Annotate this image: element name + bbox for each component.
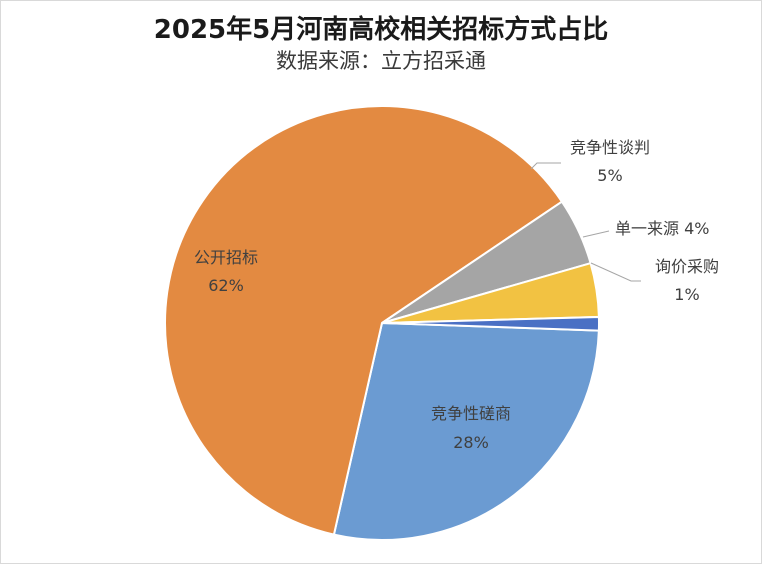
data-label-category: 公开招标 — [194, 248, 258, 267]
leader-line — [582, 230, 610, 238]
data-label-category: 竞争性磋商 — [431, 404, 511, 423]
data-label-value: 5% — [597, 166, 622, 185]
data-label-category: 询价采购 — [655, 257, 719, 276]
data-label: 单一来源 4% — [615, 219, 709, 238]
data-labels: 竞争性磋商 28% 公开招标 62% 竞争性谈判 5% 单一来源 4% 询价采购 1% — [194, 138, 719, 452]
pie-slice — [332, 321, 600, 541]
data-label-category: 竞争性谈判 — [570, 138, 650, 157]
pie-slice — [381, 315, 600, 332]
leader-line — [530, 162, 561, 170]
data-label-value: 62% — [208, 276, 244, 295]
leader-lines — [530, 162, 641, 282]
leader-line — [590, 262, 641, 282]
data-label-value: 28% — [453, 433, 489, 452]
data-label-value: 1% — [674, 285, 699, 304]
chart-subtitle: 数据来源：立方招采通 — [276, 49, 486, 73]
pie-slice — [164, 105, 564, 536]
pie-slices — [164, 105, 600, 541]
chart-title: 2025年5月河南高校相关招标方式占比 — [153, 15, 609, 45]
